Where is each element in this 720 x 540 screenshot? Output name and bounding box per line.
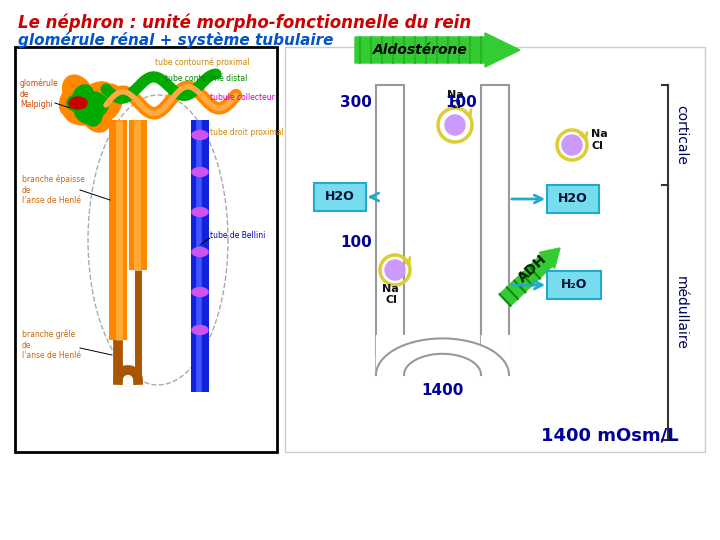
Ellipse shape [192,207,208,217]
FancyBboxPatch shape [547,185,599,213]
Ellipse shape [192,247,208,256]
Text: glomérule rénal + système tubulaire: glomérule rénal + système tubulaire [18,32,333,48]
Text: Cl: Cl [591,141,603,151]
Text: corticale: corticale [674,105,688,165]
Ellipse shape [74,103,96,124]
Polygon shape [376,339,509,375]
Text: Aldostérone: Aldostérone [373,43,467,57]
Text: tube contourné proximal: tube contourné proximal [155,57,250,67]
Text: 300: 300 [340,95,372,110]
Text: Cl: Cl [450,100,462,110]
Bar [285,47,705,452]
Text: tubule collecteur: tubule collecteur [210,93,275,102]
Ellipse shape [73,85,93,105]
Text: 1400: 1400 [421,383,464,398]
Text: branche épaisse
de
l'anse de Henlé: branche épaisse de l'anse de Henlé [22,175,85,205]
Text: tube contourné distal: tube contourné distal [165,74,248,83]
FancyArrow shape [355,33,520,67]
Text: glomérule
de
Malpighi: glomérule de Malpighi [20,79,59,109]
Text: médullaire: médullaire [674,275,688,349]
Text: ADH: ADH [515,252,549,285]
Text: H2O: H2O [325,191,355,204]
FancyArrow shape [500,248,560,306]
Text: Le néphron : unité morpho-fonctionnelle du rein: Le néphron : unité morpho-fonctionnelle … [18,13,472,31]
Ellipse shape [89,84,122,122]
Bar [481,355,509,380]
Ellipse shape [84,104,102,126]
Bar [376,355,404,380]
Ellipse shape [67,94,93,112]
Ellipse shape [69,97,87,109]
Text: 100: 100 [445,95,477,110]
Ellipse shape [192,326,208,334]
Text: Cl: Cl [385,295,397,305]
Text: 100: 100 [341,235,372,250]
FancyBboxPatch shape [547,271,601,299]
Circle shape [385,260,405,280]
Text: branche grêle
de
l'anse de Henlé: branche grêle de l'anse de Henlé [22,330,81,360]
Circle shape [445,115,465,135]
Ellipse shape [81,98,111,132]
Bar [15,47,277,452]
Text: Na: Na [382,284,399,294]
Ellipse shape [66,89,110,121]
Ellipse shape [192,167,208,177]
Ellipse shape [63,95,103,125]
Ellipse shape [192,131,208,139]
Text: H₂O: H₂O [561,279,588,292]
Ellipse shape [87,97,109,118]
Text: Na: Na [447,90,464,100]
Text: Na: Na [591,129,608,139]
Ellipse shape [81,82,115,112]
Ellipse shape [60,83,89,117]
Bar [481,85,509,375]
Circle shape [562,135,582,155]
Ellipse shape [80,92,106,112]
Text: 1400 mOsm/L: 1400 mOsm/L [541,426,679,444]
FancyBboxPatch shape [314,183,366,211]
Text: tube de Bellini: tube de Bellini [210,231,266,240]
Text: H2O: H2O [558,192,588,206]
Bar [376,85,404,375]
Ellipse shape [192,287,208,296]
Ellipse shape [63,75,94,111]
Text: tube droit proximal: tube droit proximal [210,128,284,137]
